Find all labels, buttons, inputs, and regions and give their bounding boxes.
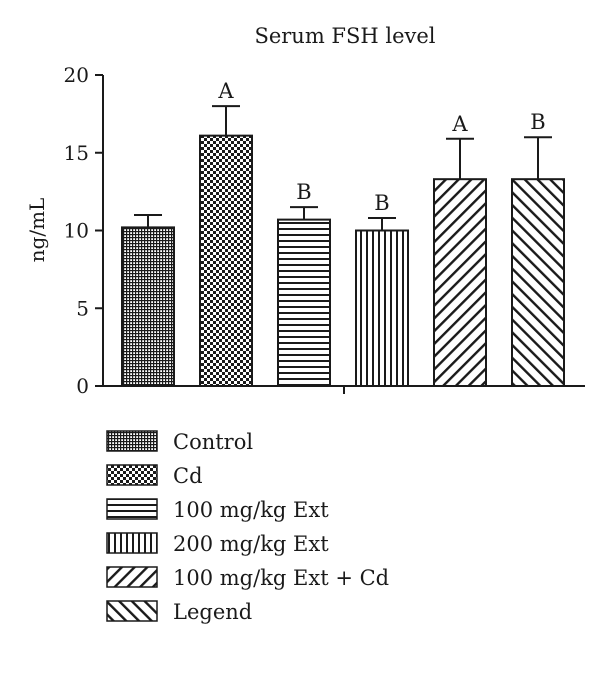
legend-item: Control: [106, 430, 253, 454]
legend-swatch: [106, 566, 158, 588]
bar-4: [355, 229, 409, 387]
significance-label-4: B: [374, 191, 389, 215]
legend-label: Cd: [173, 464, 203, 488]
legend-label: Legend: [173, 600, 252, 624]
significance-label-6: B: [530, 110, 545, 134]
bar-2: [199, 134, 253, 387]
significance-label-5: A: [451, 112, 468, 136]
legend-swatch: [106, 532, 158, 554]
legend-label: Control: [173, 430, 253, 454]
bar-1: [121, 226, 175, 387]
y-tick-label: 10: [64, 219, 89, 243]
legend-swatch: [106, 430, 158, 452]
bars: [121, 134, 565, 387]
legend-item: 100 mg/kg Ext + Cd: [106, 566, 389, 590]
legend-item: Cd: [106, 464, 203, 488]
legend-swatch: [106, 464, 158, 486]
significance-labels: A B B A B: [217, 79, 545, 215]
legend-label: 100 mg/kg Ext: [173, 498, 329, 522]
y-tick-label: 15: [64, 141, 89, 165]
legend-item: 200 mg/kg Ext: [106, 532, 329, 556]
y-tick-label: 20: [64, 63, 89, 87]
y-axis: 0 5 10 15 20: [64, 63, 104, 398]
legend-label: 100 mg/kg Ext + Cd: [173, 566, 389, 590]
y-axis-label: ng/mL: [25, 198, 49, 263]
legend-swatch: [106, 600, 158, 622]
significance-label-3: B: [296, 180, 311, 204]
chart-title: Serum FSH level: [254, 24, 435, 48]
legend-item: 100 mg/kg Ext: [106, 498, 329, 522]
y-tick-label: 0: [76, 374, 89, 398]
error-bars: [134, 105, 552, 231]
bar-3: [277, 218, 331, 387]
x-axis: [103, 385, 585, 394]
significance-label-2: A: [217, 79, 234, 103]
bar-5: [433, 178, 487, 387]
bar-6: [511, 178, 565, 387]
legend: Control Cd 100 mg/kg Ext 200 mg/kg Ext 100 m…: [106, 430, 389, 624]
legend-item: Legend: [106, 600, 252, 624]
legend-label: 200 mg/kg Ext: [173, 532, 329, 556]
y-tick-label: 5: [76, 296, 89, 320]
legend-swatch: [106, 498, 158, 520]
